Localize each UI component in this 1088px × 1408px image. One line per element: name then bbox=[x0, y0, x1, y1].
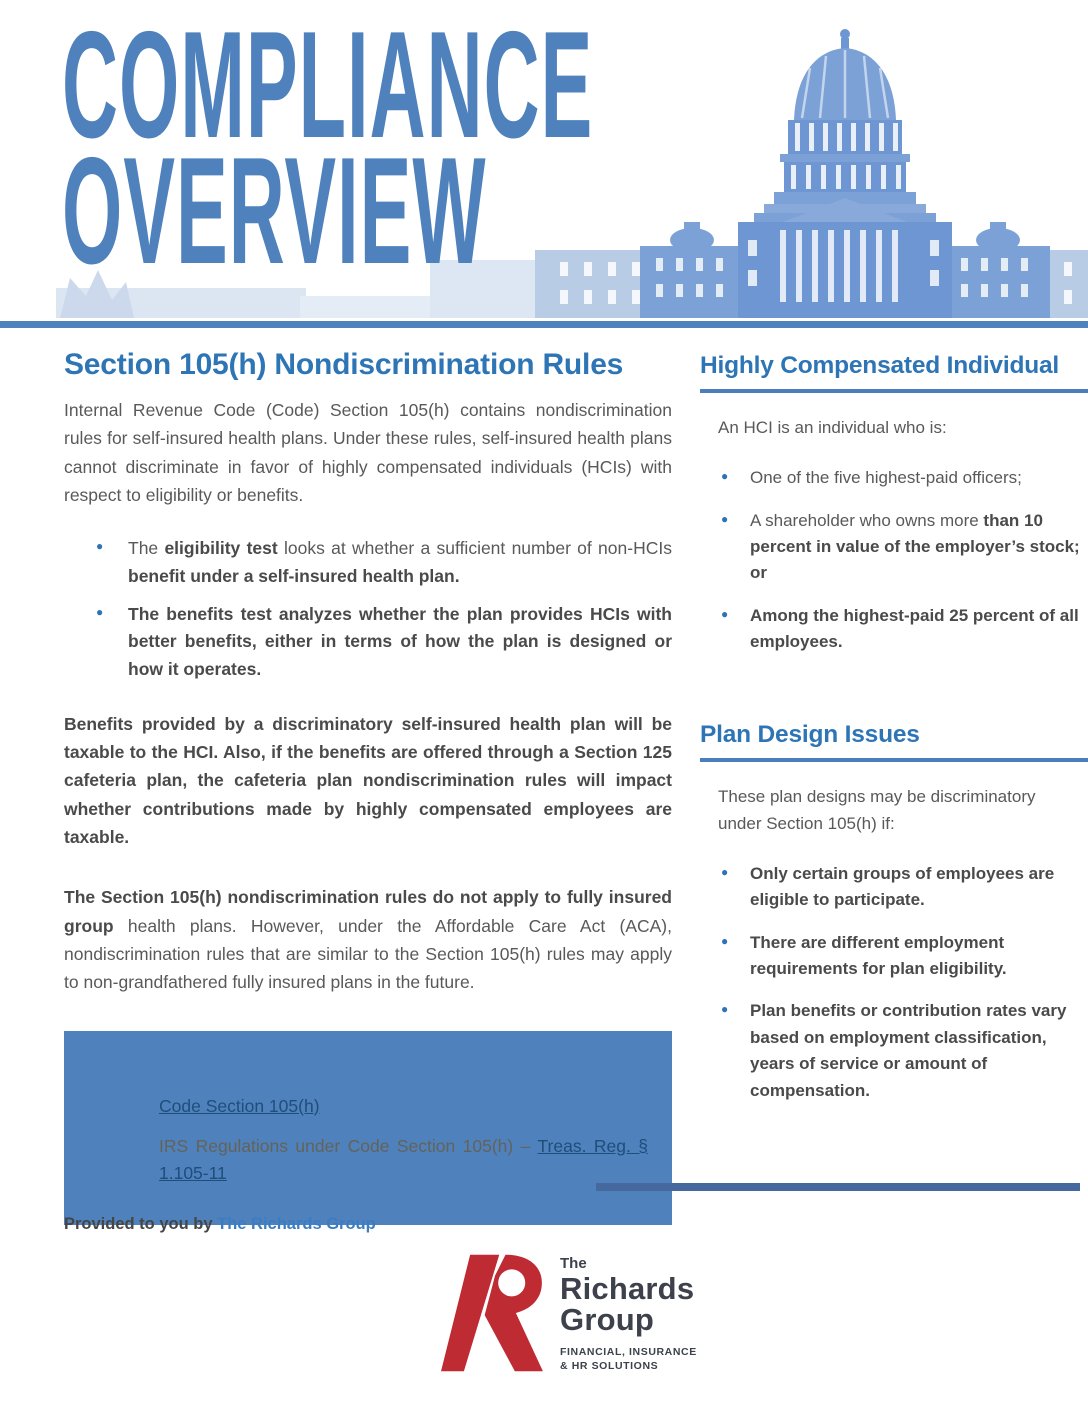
sidebar-heading-rule bbox=[700, 389, 1088, 393]
list-item: Only certain groups of employees are eli… bbox=[700, 861, 1080, 914]
article-heading: Section 105(h) Nondiscrimination Rules bbox=[64, 348, 624, 381]
sidebar-heading-rule bbox=[700, 758, 1088, 763]
sidebar-section-plan-design: Plan Design Issues These plan designs ma… bbox=[700, 721, 1088, 1103]
list-item: One of the five highest-paid officers; bbox=[700, 465, 1080, 491]
sidebar-bullet-list-hci: One of the five highest-paid officers; A… bbox=[700, 465, 1088, 655]
header-divider bbox=[0, 321, 1088, 328]
logo-wordmark: The Richards Group FINANCIAL, INSURANCE … bbox=[560, 1238, 697, 1374]
richards-group-r-icon bbox=[441, 1254, 543, 1372]
footer-divider bbox=[64, 1183, 1010, 1190]
page-title-line1: COMPLIANCE bbox=[62, 0, 594, 170]
capitol-building-image bbox=[56, 29, 1088, 318]
logo-tagline-line2: & HR SOLUTIONS bbox=[560, 1360, 659, 1373]
sidebar-bullet-list-plan-design: Only certain groups of employees are eli… bbox=[700, 861, 1088, 1104]
document-header: COMPLIANCE OVERVIEW bbox=[0, 0, 1088, 330]
list-item: A shareholder who owns more than 10 perc… bbox=[700, 508, 1080, 587]
sidebar: Highly Compensated Individual An HCI is … bbox=[700, 352, 1088, 1120]
logo-the: The bbox=[560, 1255, 587, 1272]
list-item: The benefits test analyzes whether the p… bbox=[64, 601, 672, 684]
article-paragraph-fully-insured: The Section 105(h) nondiscrimination rul… bbox=[64, 887, 672, 993]
list-item: Among the highest-paid 25 percent of all… bbox=[700, 603, 1080, 656]
treas-reg-link[interactable]: Treas. Reg. § 1.105-11 bbox=[159, 1135, 648, 1183]
page-title: COMPLIANCE OVERVIEW bbox=[62, 0, 594, 296]
sidebar-heading-hci: Highly Compensated Individual bbox=[700, 352, 1060, 379]
logo-name-line1: Richards bbox=[560, 1270, 695, 1306]
main-article: Section 105(h) Nondiscrimination Rules I… bbox=[64, 348, 672, 1225]
provider-name: The Richards Group bbox=[217, 1214, 376, 1233]
list-item: There are different employment requireme… bbox=[700, 930, 1080, 983]
logo-tagline: FINANCIAL, INSURANCE & HR SOLUTIONS bbox=[560, 1345, 697, 1374]
links-resources-box: Code Section 105(h) IRS Regulations unde… bbox=[64, 1030, 672, 1225]
footer-divider-dark bbox=[596, 1183, 1080, 1191]
article-intro-paragraph: Internal Revenue Code (Code) Section 105… bbox=[64, 400, 672, 506]
provided-by-prefix: Provided to you by bbox=[64, 1214, 218, 1233]
article-bullet-list: The eligibility test looks at whether a … bbox=[64, 535, 672, 683]
sidebar-section-hci: Highly Compensated Individual An HCI is … bbox=[700, 352, 1088, 655]
links-box-line2: IRS Regulations under Code Section 105(h… bbox=[159, 1133, 648, 1187]
links-box-plain-text: IRS Regulations under Code Section 105(h… bbox=[159, 1135, 538, 1156]
sidebar-heading-plan-design: Plan Design Issues bbox=[700, 721, 920, 749]
links-box-line1: Code Section 105(h) bbox=[159, 1093, 648, 1120]
code-section-link[interactable]: Code Section 105(h) bbox=[159, 1095, 320, 1116]
page-title-line2: OVERVIEW bbox=[62, 126, 487, 296]
richards-group-logo: The Richards Group FINANCIAL, INSURANCE … bbox=[441, 1238, 697, 1388]
article-paragraph-taxable: Benefits provided by a discriminatory se… bbox=[64, 713, 672, 847]
list-item: The eligibility test looks at whether a … bbox=[64, 535, 672, 590]
sidebar-intro-plan-design: These plan designs may be discriminatory… bbox=[718, 787, 1036, 833]
logo-name-line2: Group bbox=[560, 1302, 654, 1338]
provided-by-line: Provided to you by The Richards Group bbox=[64, 1215, 376, 1234]
sidebar-intro-hci: An HCI is an individual who is: bbox=[718, 418, 947, 437]
logo-tagline-line1: FINANCIAL, INSURANCE bbox=[560, 1345, 697, 1358]
list-item: Plan benefits or contribution rates vary… bbox=[700, 998, 1080, 1103]
